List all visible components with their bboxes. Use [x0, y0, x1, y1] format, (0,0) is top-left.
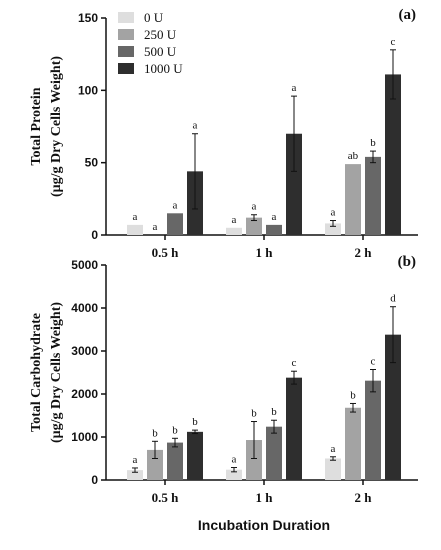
significance-letter: b — [271, 406, 277, 418]
significance-letter: a — [173, 199, 178, 211]
panel-label: (a) — [399, 7, 417, 23]
bar — [365, 380, 381, 480]
significance-letter: d — [390, 293, 396, 305]
legend-swatch — [118, 46, 134, 57]
significance-letter: b — [251, 408, 257, 420]
y-tick-label: 50 — [85, 156, 99, 170]
significance-letter: b — [350, 389, 356, 401]
legend-label: 500 U — [144, 44, 177, 59]
x-tick-label: 0.5 h — [152, 245, 180, 260]
legend-label: 1000 U — [144, 61, 183, 76]
y-tick-label: 150 — [78, 11, 98, 25]
x-axis-title: Incubation Duration — [198, 517, 330, 533]
y-tick-label: 2000 — [71, 387, 98, 401]
bar — [187, 431, 203, 480]
significance-letter: a — [272, 211, 277, 223]
significance-letter: a — [331, 443, 336, 455]
x-tick-label: 1 h — [256, 490, 274, 505]
bar — [226, 227, 242, 235]
legend-label: 0 U — [144, 10, 164, 25]
bar — [365, 156, 381, 235]
legend-label: 250 U — [144, 27, 177, 42]
significance-letter: a — [133, 211, 138, 223]
y-tick-label: 0 — [91, 473, 98, 487]
significance-letter: a — [331, 207, 336, 219]
bar — [385, 74, 401, 235]
legend-swatch — [118, 29, 134, 40]
bar — [286, 133, 302, 235]
x-tick-label: 2 h — [355, 490, 373, 505]
bar — [385, 334, 401, 480]
bar — [246, 217, 262, 235]
legend-swatch — [118, 12, 134, 23]
bar — [147, 449, 163, 480]
significance-letter: ab — [348, 150, 359, 162]
significance-letter: a — [193, 120, 198, 132]
significance-letter: a — [232, 454, 237, 466]
bar — [345, 164, 361, 235]
x-tick-label: 1 h — [256, 245, 274, 260]
y-tick-label: 0 — [91, 228, 98, 242]
bar — [345, 407, 361, 480]
y-tick-label: 5000 — [71, 258, 98, 272]
bar — [246, 440, 262, 480]
bar — [325, 223, 341, 235]
panel-label: (b) — [398, 254, 416, 270]
bar — [286, 377, 302, 480]
bar — [167, 442, 183, 480]
significance-letter: b — [152, 427, 158, 439]
significance-letter: a — [133, 454, 138, 466]
significance-letter: c — [391, 36, 396, 48]
y-axis-label: (μg/g Dry Cells Weight) — [49, 56, 64, 197]
significance-letter: a — [232, 214, 237, 226]
x-tick-label: 2 h — [355, 245, 373, 260]
bar — [167, 213, 183, 235]
bar — [266, 426, 282, 480]
significance-letter: a — [292, 82, 297, 94]
bar — [226, 469, 242, 480]
bar — [127, 224, 143, 235]
significance-letter: c — [371, 355, 376, 367]
significance-letter: b — [172, 424, 178, 436]
x-tick-label: 0.5 h — [152, 490, 180, 505]
significance-letter: a — [153, 221, 158, 233]
significance-letter: c — [292, 357, 297, 369]
significance-letter: b — [370, 137, 376, 149]
y-axis-label: Total Protein — [29, 87, 44, 165]
y-axis-label: (μg/g Dry Cells Weight) — [49, 302, 64, 443]
y-tick-label: 3000 — [71, 344, 98, 358]
significance-letter: a — [252, 201, 257, 213]
bar — [266, 224, 282, 235]
y-tick-label: 100 — [78, 83, 98, 97]
y-tick-label: 1000 — [71, 430, 98, 444]
significance-letter: b — [192, 416, 198, 428]
bar — [325, 458, 341, 480]
legend-swatch — [118, 63, 134, 74]
panel-b: 0 1000 2000 3000 4000 5000 0.5 h 1 h 2 h a a a b b b b b… — [29, 254, 418, 505]
bar — [127, 470, 143, 480]
y-axis-label: Total Carbohydrate — [29, 313, 44, 432]
y-tick-label: 4000 — [71, 301, 98, 315]
